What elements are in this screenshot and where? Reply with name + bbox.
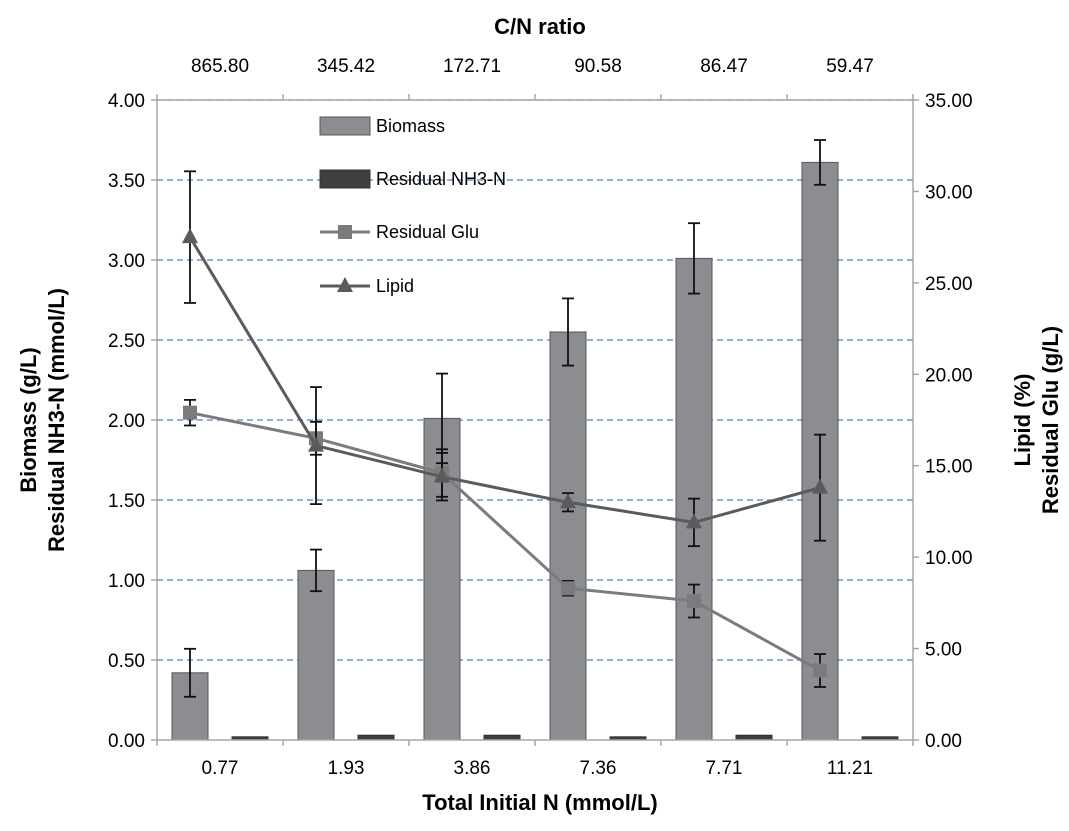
lines xyxy=(182,170,828,688)
legend-swatch-glu-marker xyxy=(338,225,352,239)
legend-label-biomass: Biomass xyxy=(376,116,445,136)
bars xyxy=(171,139,899,741)
top-tick-label: 59.47 xyxy=(826,56,874,77)
legend-label-nh3: Residual NH3-N xyxy=(376,169,506,189)
right-axis-title-line2: Residual Glu (g/L) xyxy=(1038,326,1063,514)
top-tick-label: 865.80 xyxy=(191,56,249,77)
x-tick-label: 1.93 xyxy=(328,758,365,779)
right-tick-label: 15.00 xyxy=(925,457,973,478)
left-tick-label: 1.50 xyxy=(108,491,145,512)
x-tick-label: 11.21 xyxy=(827,758,873,779)
legend-label-lipid: Lipid xyxy=(376,276,414,296)
right-tick-label: 10.00 xyxy=(925,548,973,569)
right-tick-label: 0.00 xyxy=(925,731,962,752)
lipid-point xyxy=(812,478,828,494)
glu-point xyxy=(813,663,827,678)
left-tick-label: 2.00 xyxy=(108,411,145,432)
top-tick-label: 90.58 xyxy=(574,56,622,77)
x-axis-title: Total Initial N (mmol/L) xyxy=(422,790,657,815)
left-axis-title-line1: Biomass (g/L) xyxy=(16,347,41,492)
left-tick-label: 0.00 xyxy=(108,731,145,752)
legend: Biomass Residual NH3-N Residual Glu Lipid xyxy=(319,116,506,296)
x-tick-label: 7.71 xyxy=(706,758,743,779)
glu-point xyxy=(687,594,701,609)
x-tick-label: 7.36 xyxy=(580,758,617,779)
left-tick-label: 3.00 xyxy=(108,251,145,272)
right-tick-label: 20.00 xyxy=(925,365,973,386)
axes xyxy=(151,94,919,746)
legend-label-glu: Residual Glu xyxy=(376,222,479,242)
lipid-line xyxy=(188,236,821,524)
glu-line xyxy=(189,411,821,672)
lipid-point xyxy=(560,493,576,509)
left-axis-title-line2: Residual NH3-N (mmol/L) xyxy=(44,288,69,552)
left-tick-label: 0.50 xyxy=(108,651,145,672)
legend-swatch-nh3 xyxy=(319,169,371,189)
right-tick-label: 35.00 xyxy=(925,91,973,112)
top-tick-label: 172.71 xyxy=(443,56,501,77)
lipid-point xyxy=(182,228,198,244)
glu-point xyxy=(183,405,197,420)
left-tick-label: 2.50 xyxy=(108,331,145,352)
lipid-point xyxy=(434,467,450,483)
biomass-bar xyxy=(549,331,587,741)
biomass-bar xyxy=(297,569,335,741)
lipid-point xyxy=(308,436,324,452)
legend-swatch-lipid-marker xyxy=(337,277,353,292)
right-tick-label: 30.00 xyxy=(925,182,973,203)
right-tick-label: 5.00 xyxy=(925,640,962,661)
left-tick-label: 1.00 xyxy=(108,571,145,592)
top-tick-label: 86.47 xyxy=(700,56,748,77)
lipid-point xyxy=(686,513,702,529)
legend-swatch-biomass xyxy=(319,116,371,136)
left-tick-label: 4.00 xyxy=(108,91,145,112)
tick-labels: 0.00 0.50 1.00 1.50 2.00 2.50 3.00 3.50 4.00 0.00… xyxy=(108,56,973,779)
x-tick-label: 0.77 xyxy=(202,758,239,779)
left-tick-label: 3.50 xyxy=(108,171,145,192)
top-axis-title: C/N ratio xyxy=(494,14,586,39)
grid-lines xyxy=(157,99,913,661)
right-tick-label: 25.00 xyxy=(925,274,973,295)
right-axis-title-line1: Lipid (%) xyxy=(1010,374,1035,467)
x-tick-label: 3.86 xyxy=(454,758,491,779)
top-tick-label: 345.42 xyxy=(317,56,375,77)
glu-point xyxy=(561,581,575,596)
